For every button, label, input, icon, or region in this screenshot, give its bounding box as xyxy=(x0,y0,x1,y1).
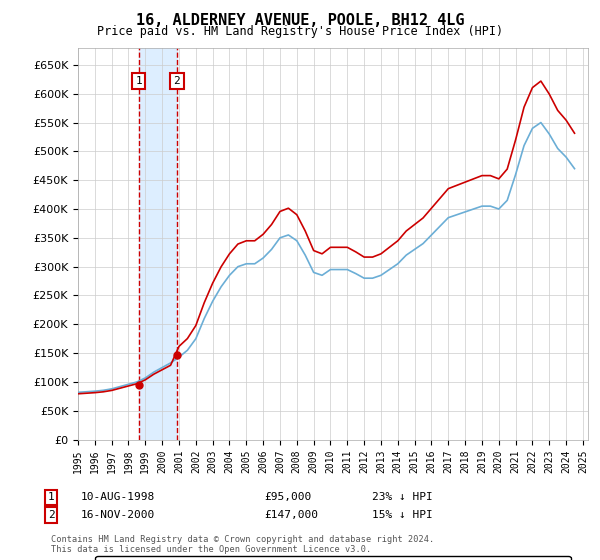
Text: 10-AUG-1998: 10-AUG-1998 xyxy=(81,492,155,502)
Text: Price paid vs. HM Land Registry's House Price Index (HPI): Price paid vs. HM Land Registry's House … xyxy=(97,25,503,38)
Text: 16-NOV-2000: 16-NOV-2000 xyxy=(81,510,155,520)
Text: 2: 2 xyxy=(47,510,55,520)
Text: 2: 2 xyxy=(173,76,181,86)
Text: £147,000: £147,000 xyxy=(264,510,318,520)
Text: Contains HM Land Registry data © Crown copyright and database right 2024.: Contains HM Land Registry data © Crown c… xyxy=(51,535,434,544)
Text: This data is licensed under the Open Government Licence v3.0.: This data is licensed under the Open Gov… xyxy=(51,545,371,554)
Legend: 16, ALDERNEY AVENUE, POOLE, BH12 4LG (detached house), HPI: Average price, detac: 16, ALDERNEY AVENUE, POOLE, BH12 4LG (de… xyxy=(95,556,571,560)
Text: 16, ALDERNEY AVENUE, POOLE, BH12 4LG: 16, ALDERNEY AVENUE, POOLE, BH12 4LG xyxy=(136,13,464,28)
Text: 15% ↓ HPI: 15% ↓ HPI xyxy=(372,510,433,520)
Text: 1: 1 xyxy=(47,492,55,502)
Text: 1: 1 xyxy=(136,76,142,86)
Bar xyxy=(139,48,177,440)
Text: 23% ↓ HPI: 23% ↓ HPI xyxy=(372,492,433,502)
Text: £95,000: £95,000 xyxy=(264,492,311,502)
